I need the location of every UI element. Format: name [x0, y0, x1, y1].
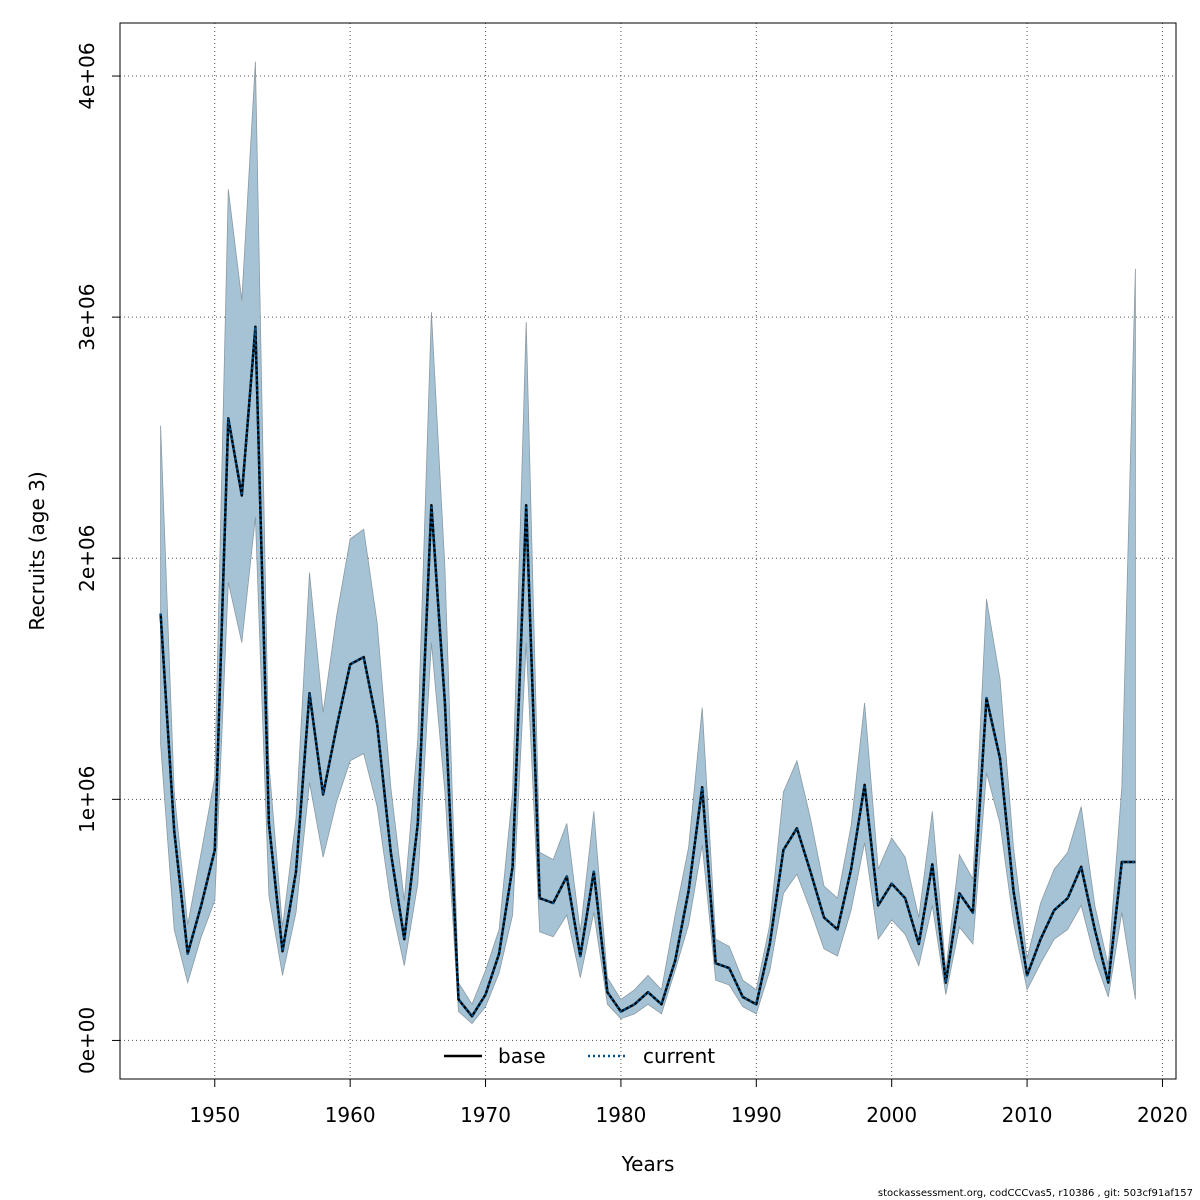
y-tick-label: 2e+06: [75, 525, 99, 592]
x-tick-label: 1970: [460, 1103, 511, 1127]
x-tick-label: 2000: [866, 1103, 917, 1127]
x-tick-label: 2010: [1002, 1103, 1053, 1127]
x-axis-title: Years: [621, 1152, 675, 1176]
y-axis-title: Recruits (age 3): [25, 471, 49, 630]
x-tick-label: 1990: [731, 1103, 782, 1127]
y-tick-label: 0e+00: [75, 1007, 99, 1074]
legend-base-label: base: [498, 1044, 546, 1068]
footer-text: stockassessment.org, codCCCvas5, r10386 …: [878, 1188, 1193, 1199]
x-axis: 1950 1960 1970 1980 1990 2000 2010 2020: [189, 1079, 1188, 1127]
series-current-line: [159, 325, 1136, 1018]
plot-frame: [119, 22, 1177, 1080]
x-tick-label: 1960: [325, 1103, 376, 1127]
legend-current-label: current: [643, 1044, 715, 1068]
legend: base current: [444, 1044, 715, 1068]
confidence-band: [160, 61, 1136, 1025]
x-tick-label: 2020: [1137, 1103, 1188, 1127]
y-tick-label: 3e+06: [75, 283, 99, 350]
x-tick-label: 1950: [189, 1103, 240, 1127]
y-tick-label: 4e+06: [75, 42, 99, 109]
series-lines: [159, 325, 1136, 1018]
y-tick-label: 1e+06: [75, 766, 99, 833]
y-axis: 0e+00 1e+06 2e+06 3e+06 4e+06: [75, 42, 120, 1074]
x-tick-label: 1980: [595, 1103, 646, 1127]
